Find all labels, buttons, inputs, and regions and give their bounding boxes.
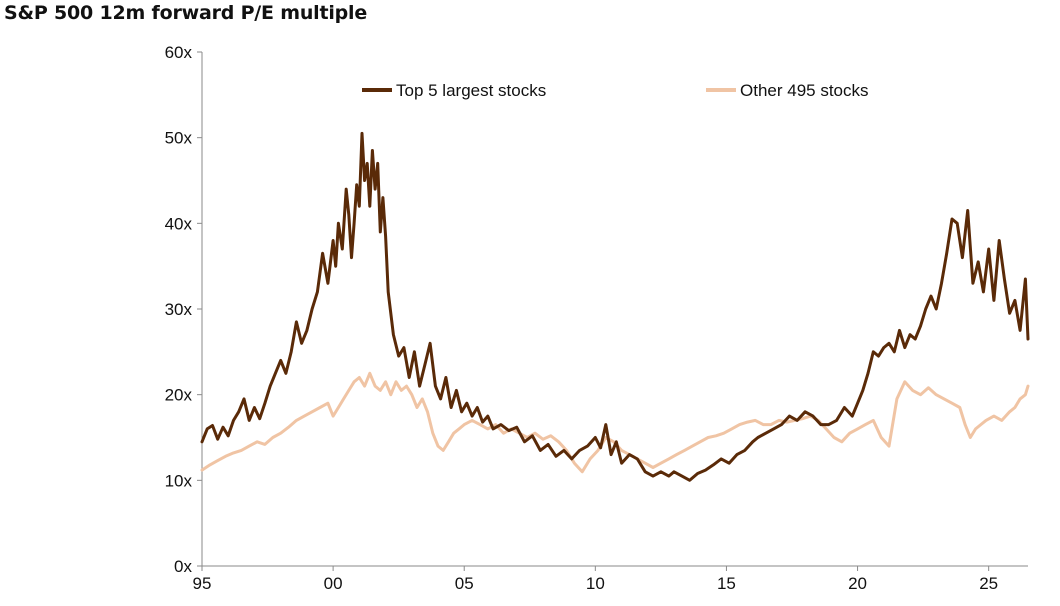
legend-label-top5: Top 5 largest stocks <box>396 81 546 100</box>
y-tick-label: 60x <box>165 43 193 62</box>
series-layer <box>200 131 1030 482</box>
x-tick-label: 05 <box>455 574 474 593</box>
y-tick-label: 50x <box>165 129 193 148</box>
y-tick-label: 30x <box>165 300 193 319</box>
x-tick-label: 00 <box>324 574 343 593</box>
series-line-top5 <box>200 131 1030 482</box>
y-tick-label: 20x <box>165 386 193 405</box>
x-tick-label: 15 <box>717 574 736 593</box>
legend-label-other495: Other 495 stocks <box>740 81 869 100</box>
x-tick-label: 10 <box>586 574 605 593</box>
y-tick-label: 10x <box>165 471 193 490</box>
chart-title: S&P 500 12m forward P/E multiple <box>4 2 368 24</box>
y-tick-label: 40x <box>165 214 193 233</box>
y-tick-label: 0x <box>174 557 192 576</box>
x-axis: 95 00 05 10 15 20 25 <box>193 565 1028 593</box>
x-tick-label: 25 <box>979 574 998 593</box>
legend: Top 5 largest stocks Other 495 stocks <box>362 81 869 100</box>
x-tick-label: 95 <box>193 574 212 593</box>
x-tick-label: 20 <box>848 574 867 593</box>
series-line-other495 <box>200 371 1030 474</box>
y-axis: 0x 10x 20x 30x 40x 50x 60x <box>165 43 203 576</box>
